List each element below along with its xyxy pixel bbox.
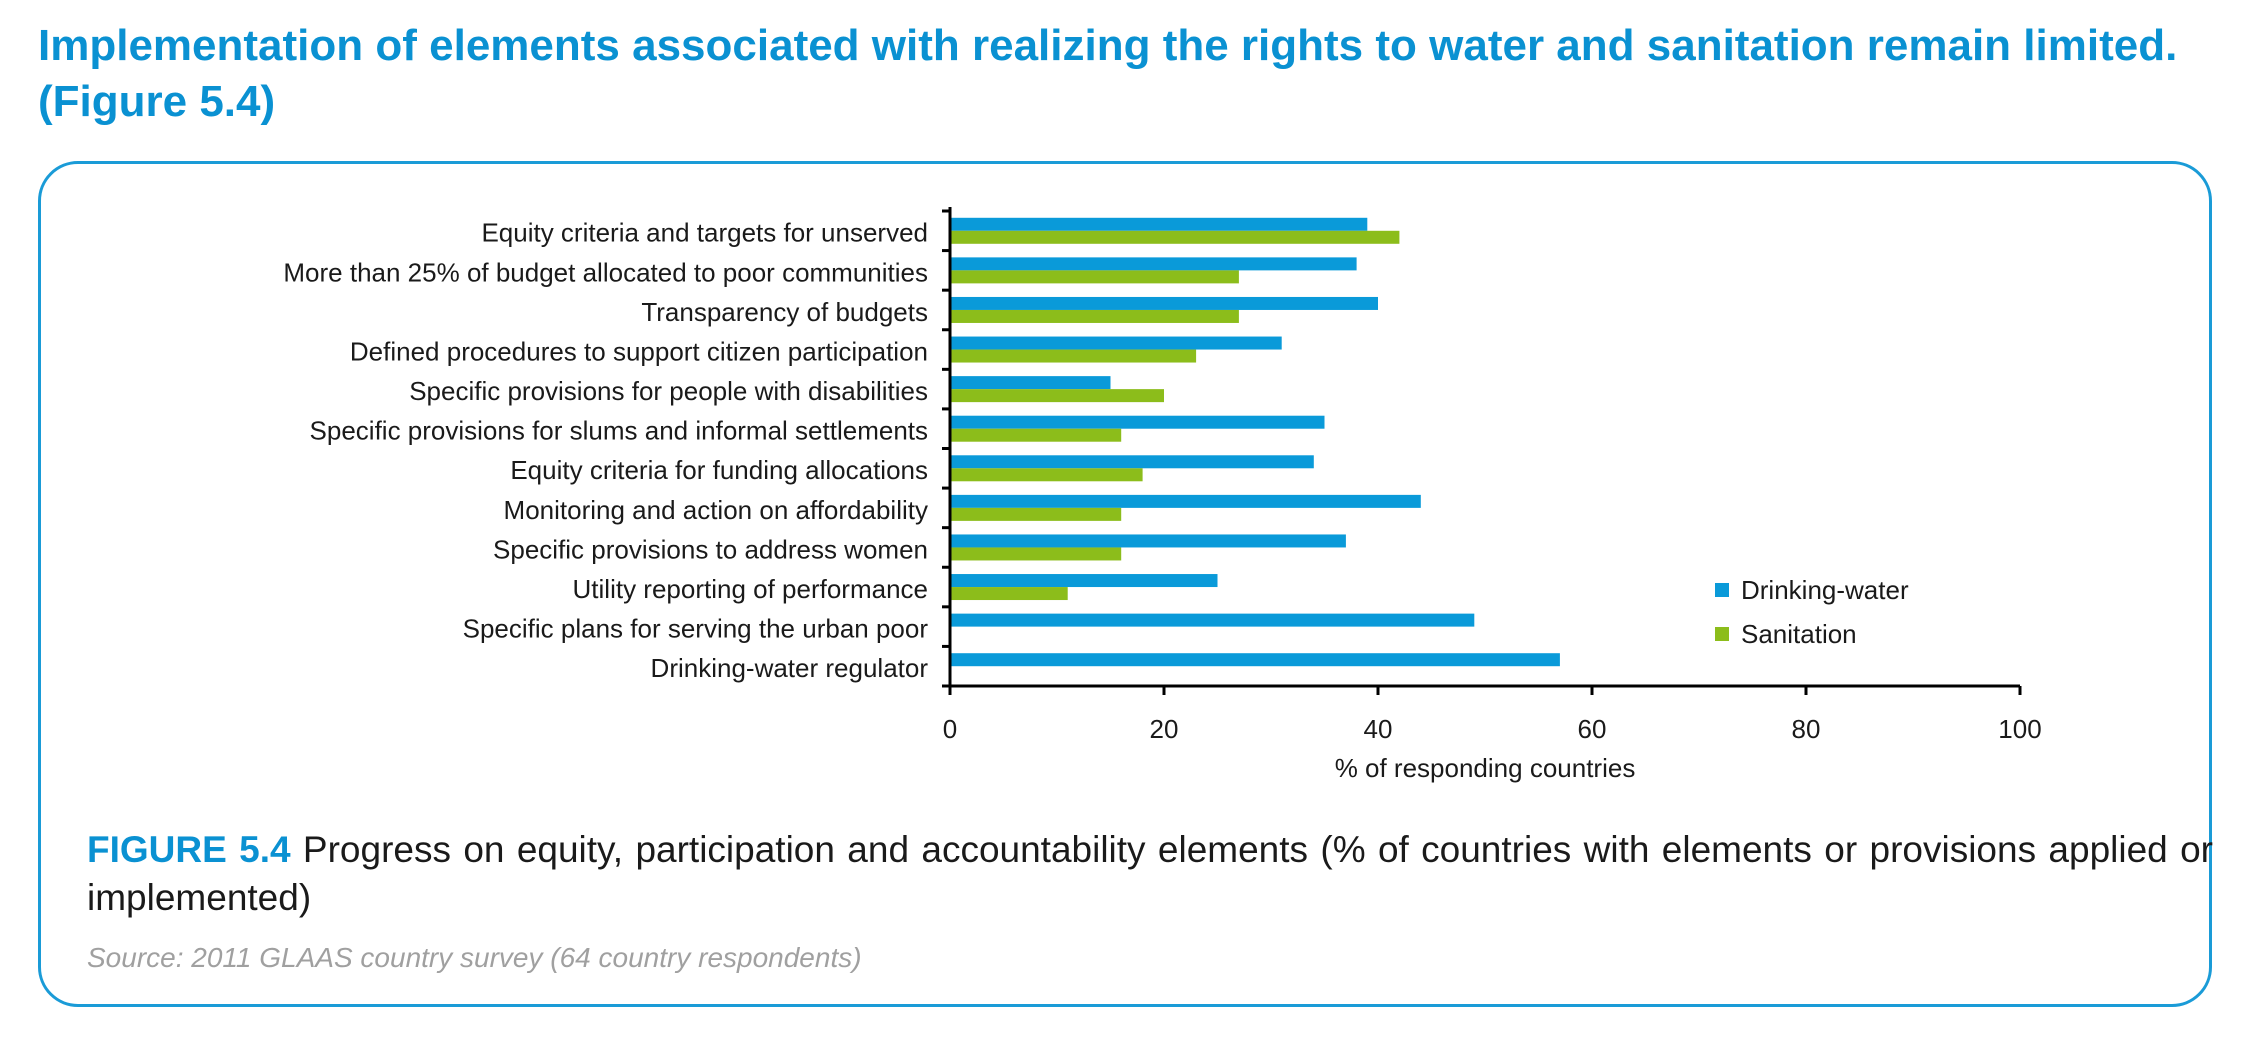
category-label: Specific provisions for people with disa… bbox=[409, 376, 928, 406]
x-tick-label: 60 bbox=[1578, 714, 1607, 744]
figure-caption: FIGURE 5.4 Progress on equity, participa… bbox=[87, 826, 2213, 922]
category-label: Specific plans for serving the urban poo… bbox=[463, 614, 929, 644]
category-label: Equity criteria for funding allocations bbox=[510, 455, 928, 485]
x-tick-label: 20 bbox=[1150, 714, 1179, 744]
category-label: Specific provisions to address women bbox=[493, 534, 928, 564]
bar-sanitation bbox=[950, 309, 1239, 323]
bar-drinking-water bbox=[950, 217, 1368, 231]
x-tick-label: 100 bbox=[1998, 714, 2041, 744]
figure-label: FIGURE 5.4 bbox=[87, 829, 291, 870]
bar-drinking-water bbox=[950, 257, 1357, 271]
x-axis-title: % of responding countries bbox=[1335, 753, 1636, 783]
category-label: Transparency of budgets bbox=[641, 297, 928, 327]
legend-label: Drinking-water bbox=[1741, 575, 1909, 605]
legend-swatch bbox=[1715, 583, 1729, 597]
bar-sanitation bbox=[950, 389, 1164, 403]
bar-drinking-water bbox=[950, 415, 1325, 429]
source-note: Source: 2011 GLAAS country survey (64 co… bbox=[87, 942, 862, 973]
bar-chart: Equity criteria and targets for unserved… bbox=[283, 207, 2042, 783]
category-label: Defined procedures to support citizen pa… bbox=[350, 336, 928, 366]
bar-sanitation bbox=[950, 507, 1122, 521]
page-heading: Implementation of elements associated wi… bbox=[38, 21, 2178, 126]
bar-drinking-water bbox=[950, 613, 1475, 627]
category-label: Drinking-water regulator bbox=[651, 653, 929, 683]
category-label: Monitoring and action on affordability bbox=[504, 495, 928, 525]
figure-panel: Equity criteria and targets for unserved… bbox=[38, 161, 2213, 1007]
bar-drinking-water bbox=[950, 336, 1282, 350]
bar-sanitation bbox=[950, 349, 1197, 363]
category-label: Equity criteria and targets for unserved bbox=[481, 218, 928, 248]
bar-drinking-water bbox=[950, 494, 1421, 508]
category-label: Utility reporting of performance bbox=[573, 574, 928, 604]
caption-text: Progress on equity, participation and ac… bbox=[87, 829, 2213, 918]
legend-swatch bbox=[1715, 627, 1729, 641]
bar-drinking-water bbox=[950, 574, 1218, 588]
bar-sanitation bbox=[950, 428, 1122, 442]
bar-drinking-water bbox=[950, 376, 1111, 390]
x-tick-label: 40 bbox=[1364, 714, 1393, 744]
bar-sanitation bbox=[950, 547, 1122, 561]
bar-drinking-water bbox=[950, 534, 1346, 548]
bar-drinking-water bbox=[950, 455, 1314, 469]
bar-sanitation bbox=[950, 230, 1400, 244]
category-label: Specific provisions for slums and inform… bbox=[310, 416, 928, 446]
bar-drinking-water bbox=[950, 653, 1560, 667]
legend-label: Sanitation bbox=[1741, 619, 1857, 649]
bar-sanitation bbox=[950, 468, 1143, 482]
category-label: More than 25% of budget allocated to poo… bbox=[283, 257, 928, 287]
x-tick-label: 0 bbox=[943, 714, 957, 744]
bar-sanitation bbox=[950, 270, 1239, 284]
bar-sanitation bbox=[950, 587, 1068, 601]
x-tick-label: 80 bbox=[1792, 714, 1821, 744]
bar-drinking-water bbox=[950, 296, 1378, 310]
